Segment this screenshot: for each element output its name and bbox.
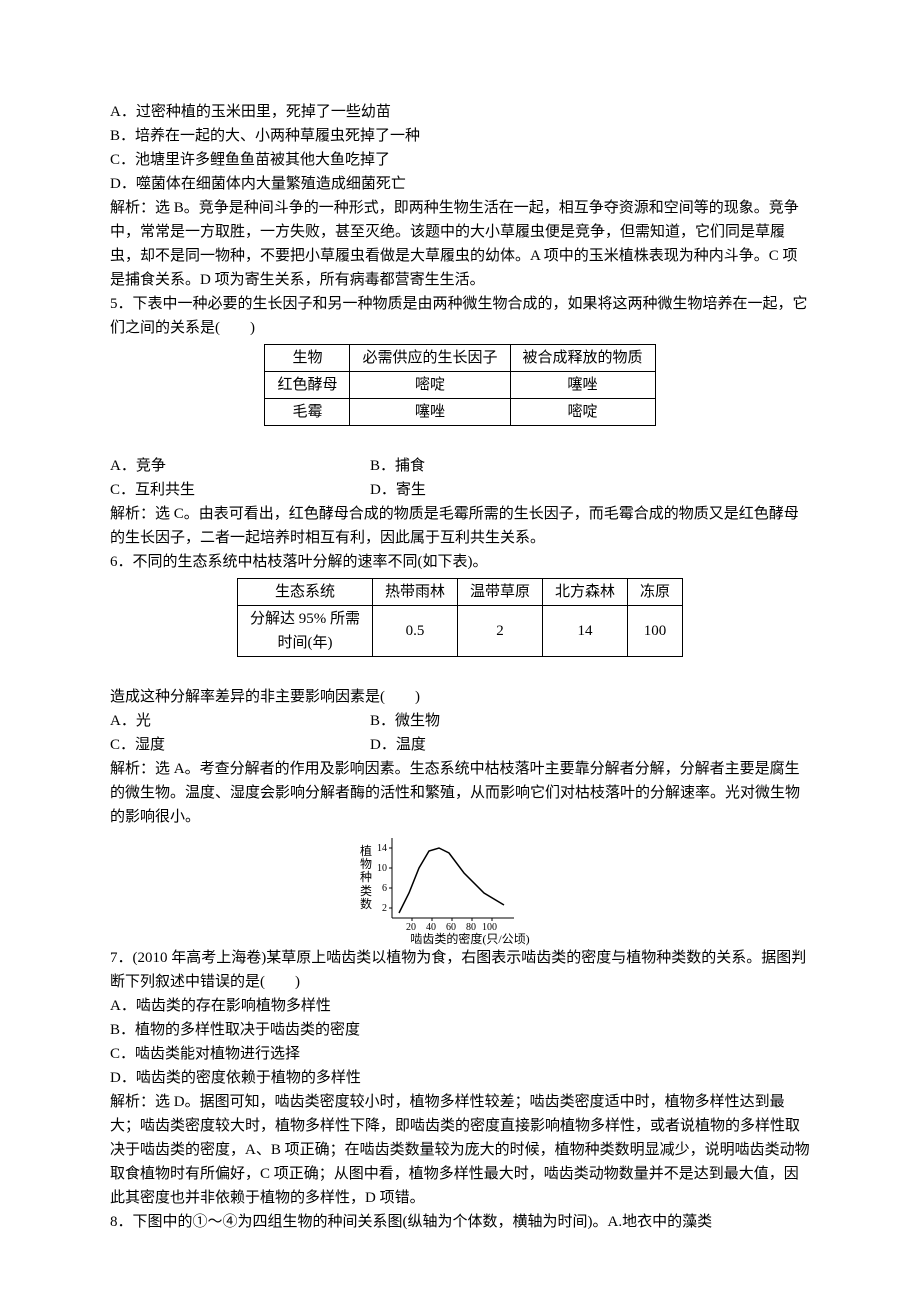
q6-option-d: D．温度 — [370, 733, 426, 757]
q5-th-0: 生物 — [265, 345, 350, 372]
q6-option-b: B．微生物 — [370, 709, 440, 733]
chart-xlabel: 啮齿类的密度(只/公顷) — [380, 933, 560, 946]
q4-option-b: B．培养在一起的大、小两种草履虫死掉了一种 — [110, 124, 810, 148]
chart-ylabel-3: 类 — [360, 885, 372, 898]
q8-stem: 8．下图中的①～④为四组生物的种间关系图(纵轴为个体数，横轴为时间)。A.地衣中… — [110, 1210, 810, 1234]
q5-option-c: C．互利共生 — [110, 478, 370, 502]
ytick-2: 2 — [382, 903, 387, 914]
ytick-6: 6 — [382, 883, 387, 894]
q5-option-a: A．竞争 — [110, 454, 370, 478]
q4-option-a: A．过密种植的玉米田里，死掉了一些幼苗 — [110, 100, 810, 124]
q5-r1c1: 噻唑 — [350, 399, 510, 426]
chart-ylabel-2: 种 — [360, 871, 372, 884]
q6-v2: 14 — [543, 606, 628, 657]
q4-option-d: D．噬菌体在细菌体内大量繁殖造成细菌死亡 — [110, 172, 810, 196]
q7-option-c: C．啮齿类能对植物进行选择 — [110, 1042, 810, 1066]
q5-r0c2: 噻唑 — [510, 372, 655, 399]
q5-r1c2: 嘧啶 — [510, 399, 655, 426]
q6-option-c: C．湿度 — [110, 733, 370, 757]
q7-option-d: D．啮齿类的密度依赖于植物的多样性 — [110, 1066, 810, 1090]
q5-option-d: D．寄生 — [370, 478, 426, 502]
q6-th-4: 冻原 — [628, 579, 683, 606]
q7-option-a: A．啮齿类的存在影响植物多样性 — [110, 994, 810, 1018]
q6-v1: 2 — [457, 606, 542, 657]
q6-option-a: A．光 — [110, 709, 370, 733]
q6-table: 生态系统 热带雨林 温带草原 北方森林 冻原 分解达 95% 所需时间(年) 0… — [237, 578, 683, 657]
q7-explanation: 解析：选 D。据图可知，啮齿类密度较小时，植物多样性较差；啮齿类密度适中时，植物… — [110, 1090, 810, 1210]
ytick-10: 10 — [377, 863, 387, 874]
q6-stem: 6．不同的生态系统中枯枝落叶分解的速率不同(如下表)。 — [110, 550, 810, 574]
q6-th-3: 北方森林 — [543, 579, 628, 606]
q5-stem: 5．下表中一种必要的生长因子和另一种物质是由两种微生物合成的，如果将这两种微生物… — [110, 292, 810, 340]
q5-option-b: B．捕食 — [370, 454, 425, 478]
q7-stem: 7．(2010 年高考上海卷)某草原上啮齿类以植物为食，右图表示啮齿类的密度与植… — [110, 946, 810, 994]
chart-ylabel-4: 数 — [360, 898, 372, 911]
q6-sub: 造成这种分解率差异的非主要影响因素是( ) — [110, 685, 810, 709]
q5-r0c1: 嘧啶 — [350, 372, 510, 399]
ytick-14: 14 — [377, 843, 387, 854]
q5-table: 生物 必需供应的生长因子 被合成释放的物质 红色酵母 嘧啶 噻唑 毛霉 噻唑 嘧… — [264, 344, 655, 426]
q5-r0c0: 红色酵母 — [265, 372, 350, 399]
chart-svg: 14 10 6 2 20 40 60 80 100 — [374, 833, 524, 933]
q6-th-0: 生态系统 — [237, 579, 372, 606]
q6-v0: 0.5 — [372, 606, 457, 657]
q6-th-1: 热带雨林 — [372, 579, 457, 606]
q6-v3: 100 — [628, 606, 683, 657]
q4-option-c: C．池塘里许多鲤鱼鱼苗被其他大鱼吃掉了 — [110, 148, 810, 172]
q5-th-1: 必需供应的生长因子 — [350, 345, 510, 372]
q6-explanation: 解析：选 A。考查分解者的作用及影响因素。生态系统中枯枝落叶主要靠分解者分解，分… — [110, 757, 810, 829]
q5-explanation: 解析：选 C。由表可看出，红色酵母合成的物质是毛霉所需的生长因子，而毛霉合成的物… — [110, 502, 810, 550]
density-chart: 植 物 种 类 数 14 10 6 2 20 40 — [360, 833, 560, 946]
q5-th-2: 被合成释放的物质 — [510, 345, 655, 372]
q5-r1c0: 毛霉 — [265, 399, 350, 426]
q7-option-b: B．植物的多样性取决于啮齿类的密度 — [110, 1018, 810, 1042]
q6-th-2: 温带草原 — [457, 579, 542, 606]
q4-explanation: 解析：选 B。竞争是种间斗争的一种形式，即两种生物生活在一起，相互争夺资源和空间… — [110, 196, 810, 292]
q6-row-label: 分解达 95% 所需时间(年) — [237, 606, 372, 657]
